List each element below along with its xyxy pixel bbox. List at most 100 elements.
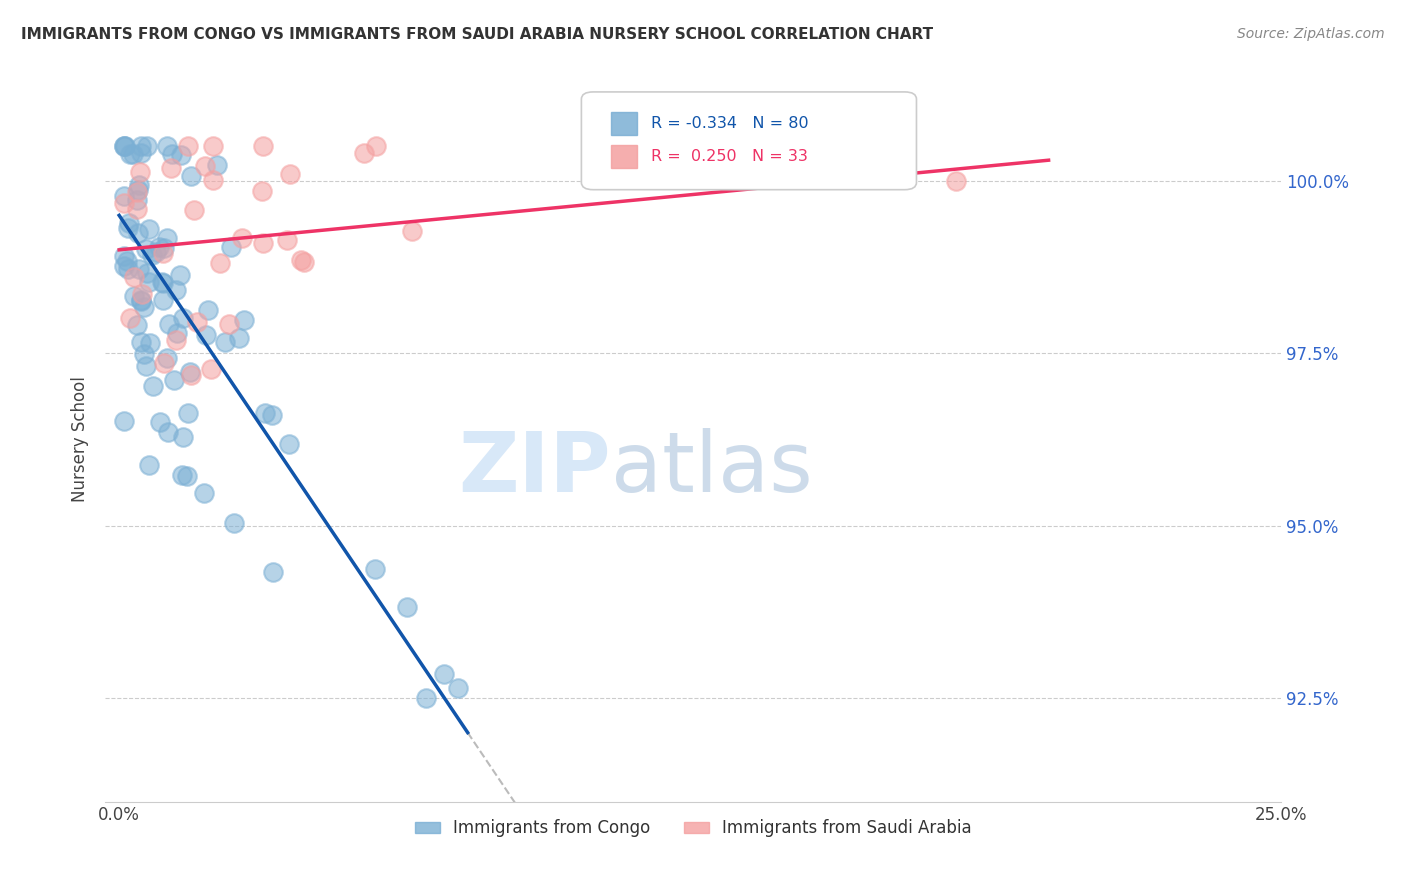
Text: R = -0.334   N = 80: R = -0.334 N = 80 bbox=[651, 116, 808, 131]
Point bbox=[364, 139, 387, 153]
Point bbox=[145, 244, 167, 259]
Point bbox=[118, 311, 141, 326]
Point bbox=[260, 408, 283, 422]
Point bbox=[254, 406, 277, 420]
FancyBboxPatch shape bbox=[582, 92, 917, 190]
Point bbox=[433, 667, 456, 681]
Point bbox=[170, 147, 193, 161]
Text: R =  0.250   N = 33: R = 0.250 N = 33 bbox=[651, 149, 807, 164]
Point bbox=[114, 139, 136, 153]
Point bbox=[250, 184, 273, 198]
Point bbox=[202, 139, 225, 153]
Point bbox=[231, 231, 253, 245]
Point bbox=[129, 139, 152, 153]
Point bbox=[180, 169, 202, 184]
Point bbox=[153, 241, 176, 255]
Point bbox=[165, 283, 187, 297]
Point bbox=[166, 326, 188, 340]
Point bbox=[262, 565, 284, 579]
Point bbox=[278, 437, 301, 451]
Point bbox=[128, 261, 150, 276]
Point bbox=[194, 159, 217, 173]
Point bbox=[945, 174, 967, 188]
Point bbox=[197, 302, 219, 317]
Point bbox=[129, 146, 152, 161]
Point bbox=[180, 368, 202, 382]
Point bbox=[353, 146, 375, 161]
Point bbox=[176, 469, 198, 483]
Point bbox=[125, 202, 148, 216]
Point bbox=[224, 516, 246, 530]
Point bbox=[131, 287, 153, 301]
Point bbox=[112, 196, 135, 211]
Point bbox=[152, 277, 174, 291]
Legend: Immigrants from Congo, Immigrants from Saudi Arabia: Immigrants from Congo, Immigrants from S… bbox=[408, 813, 979, 844]
Point bbox=[177, 139, 200, 153]
Point bbox=[157, 317, 180, 331]
Point bbox=[152, 293, 174, 307]
Point bbox=[172, 310, 194, 325]
Point bbox=[112, 139, 135, 153]
Point bbox=[194, 327, 217, 342]
Point bbox=[135, 139, 157, 153]
Point bbox=[117, 262, 139, 277]
Point bbox=[142, 379, 165, 393]
Point bbox=[148, 240, 170, 254]
Point bbox=[169, 268, 191, 282]
Point bbox=[115, 253, 138, 268]
Text: Source: ZipAtlas.com: Source: ZipAtlas.com bbox=[1237, 27, 1385, 41]
Point bbox=[125, 193, 148, 207]
Point bbox=[155, 351, 177, 366]
Point bbox=[214, 334, 236, 349]
Point bbox=[401, 224, 423, 238]
Point bbox=[156, 230, 179, 244]
Point bbox=[124, 289, 146, 303]
Text: ZIP: ZIP bbox=[458, 428, 610, 509]
Point bbox=[172, 468, 194, 483]
Point bbox=[139, 335, 162, 350]
Point bbox=[278, 167, 301, 181]
Point bbox=[122, 147, 145, 161]
Point bbox=[135, 242, 157, 256]
Point bbox=[152, 356, 174, 370]
Point bbox=[112, 249, 135, 263]
Point bbox=[132, 347, 155, 361]
Point bbox=[156, 425, 179, 439]
Point bbox=[172, 430, 194, 444]
Point bbox=[252, 139, 274, 153]
Point bbox=[149, 415, 172, 429]
Point bbox=[290, 253, 312, 268]
Point bbox=[162, 147, 184, 161]
Point bbox=[183, 203, 205, 218]
Point bbox=[218, 318, 240, 332]
Point bbox=[112, 414, 135, 428]
Point bbox=[177, 406, 200, 420]
Point bbox=[205, 158, 228, 172]
Point bbox=[141, 248, 163, 262]
Point bbox=[135, 359, 157, 373]
Point bbox=[127, 183, 149, 197]
Point bbox=[112, 139, 135, 153]
Point bbox=[232, 312, 254, 326]
Point bbox=[128, 165, 150, 179]
Point bbox=[135, 266, 157, 280]
Point bbox=[129, 294, 152, 309]
Point bbox=[160, 161, 183, 175]
Point bbox=[122, 270, 145, 285]
Point bbox=[138, 275, 160, 289]
Point bbox=[118, 216, 141, 230]
Point bbox=[138, 222, 160, 236]
Point bbox=[396, 600, 419, 615]
Point bbox=[179, 365, 201, 379]
Point bbox=[134, 301, 156, 315]
Text: IMMIGRANTS FROM CONGO VS IMMIGRANTS FROM SAUDI ARABIA NURSERY SCHOOL CORRELATION: IMMIGRANTS FROM CONGO VS IMMIGRANTS FROM… bbox=[21, 27, 934, 42]
Point bbox=[364, 562, 387, 576]
Point bbox=[165, 333, 187, 347]
Point bbox=[208, 256, 231, 270]
Point bbox=[138, 458, 160, 472]
Point bbox=[125, 185, 148, 199]
Point bbox=[252, 236, 274, 251]
Point bbox=[131, 335, 153, 350]
Point bbox=[150, 276, 173, 290]
Point bbox=[117, 221, 139, 235]
